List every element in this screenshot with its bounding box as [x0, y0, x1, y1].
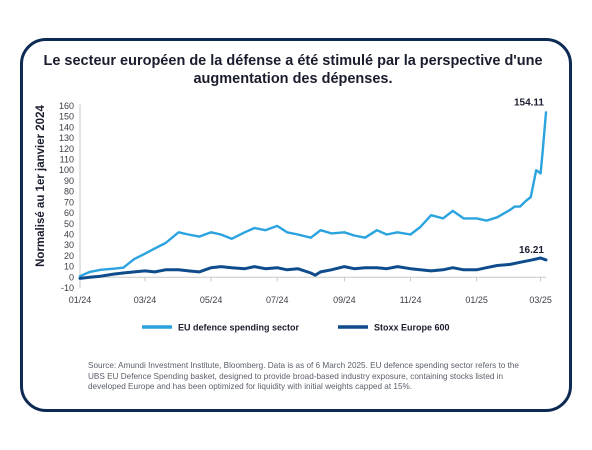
y-tick-label: 10 — [64, 262, 74, 272]
series-layer — [78, 111, 548, 280]
y-tick-label: 100 — [59, 165, 74, 175]
y-tick-label: 0 — [69, 272, 74, 282]
x-tick-label: 01/24 — [69, 295, 92, 305]
y-axis-label: Normalisé au 1er janvier 2024 — [35, 105, 47, 267]
legend-label-eu-defence: EU defence spending sector — [178, 323, 300, 333]
end-label-layer: 154.11 16.21 — [514, 97, 544, 256]
series-end-value-label: 154.11 — [514, 97, 544, 108]
x-tick-label: 05/24 — [200, 295, 223, 305]
y-tick-label: 150 — [59, 112, 74, 122]
y-tick-label: -10 — [61, 283, 74, 293]
axis-layer: 1601501401301201101009080706050403020100… — [59, 101, 552, 305]
stoxx-europe-600-line — [78, 256, 548, 280]
legend: EU defence spending sector Stoxx Europe … — [142, 323, 450, 333]
x-tick-label: 01/25 — [465, 295, 488, 305]
x-tick-label: 03/25 — [529, 295, 552, 305]
y-tick-label: 40 — [64, 229, 74, 239]
y-tick-label: 130 — [59, 133, 74, 143]
y-tick-label: 120 — [59, 144, 74, 154]
x-tick-label: 11/24 — [400, 295, 422, 305]
y-tick-label: 20 — [64, 251, 74, 261]
y-tick-label: 70 — [64, 197, 74, 207]
y-tick-label: 140 — [59, 122, 74, 132]
y-tick-label: 90 — [64, 176, 74, 186]
y-tick-label: 50 — [64, 219, 74, 229]
x-tick-label: 07/24 — [266, 295, 289, 305]
chart-card — [20, 38, 572, 412]
y-tick-label: 110 — [60, 155, 74, 165]
legend-label-stoxx: Stoxx Europe 600 — [374, 323, 450, 333]
chart-title: Le secteur européen de la défense a été … — [43, 53, 543, 87]
y-tick-label: 60 — [64, 208, 74, 218]
x-tick-label: 03/24 — [134, 295, 157, 305]
y-tick-label: 80 — [64, 187, 74, 197]
eu-defence-line — [78, 111, 548, 278]
y-tick-label: 30 — [64, 240, 74, 250]
series-end-value-label: 16.21 — [519, 245, 544, 256]
x-tick-label: 09/24 — [333, 295, 356, 305]
source-note: Source: Amundi Investment Institute, Blo… — [88, 361, 519, 392]
y-tick-label: 160 — [59, 101, 74, 111]
